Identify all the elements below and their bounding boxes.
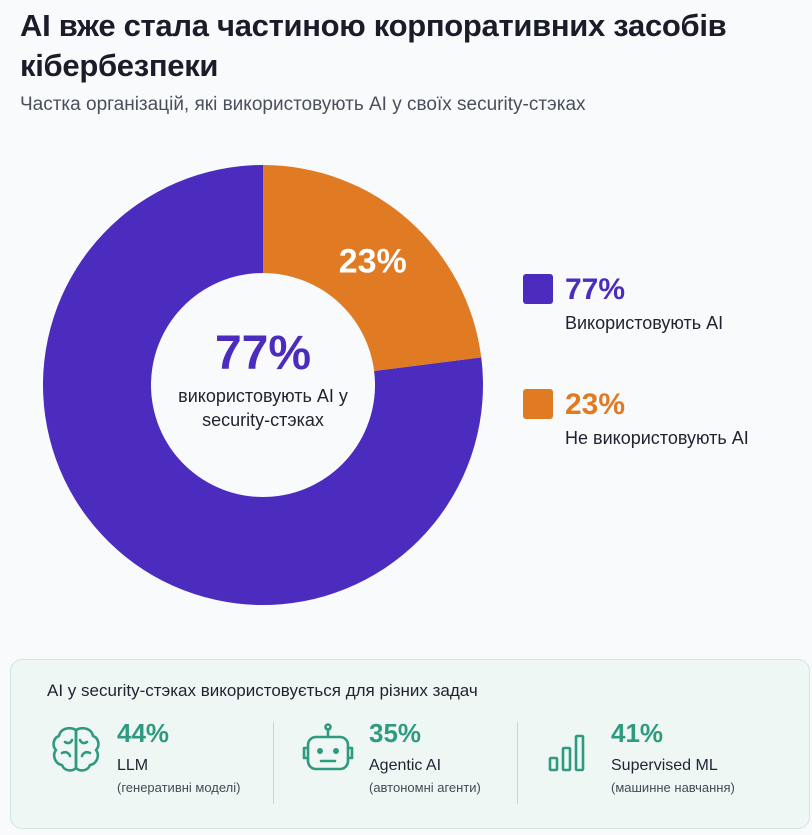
stat-llm-pct: 44% bbox=[117, 718, 170, 748]
stat-ml-name: Supervised ML bbox=[611, 757, 718, 774]
divider bbox=[517, 722, 518, 804]
bar-chart-icon bbox=[548, 734, 585, 772]
legend-label-no-ai: Не використовують AI bbox=[565, 428, 749, 448]
stat-llm-desc: (генеративні моделі) bbox=[117, 780, 241, 795]
use-cases-panel: AI у security-стэках використовується дл… bbox=[10, 659, 810, 829]
brain-icon bbox=[52, 726, 100, 772]
stat-llm-name: LLM bbox=[117, 757, 149, 774]
chart-title: AI вже стала частиною корпоративних засо… bbox=[20, 8, 727, 83]
stat-ml-desc: (машинне навчання) bbox=[611, 780, 735, 795]
stat-ml-pct: 41% bbox=[611, 718, 664, 748]
center-value: 77% bbox=[214, 327, 312, 380]
legend-pct-uses-ai: 77% bbox=[565, 273, 626, 306]
stat-agentic-pct: 35% bbox=[369, 718, 422, 748]
legend-label-uses-ai: Використовують AI bbox=[565, 313, 724, 333]
stat-agentic-name: Agentic AI bbox=[369, 757, 442, 774]
legend-swatch-no-ai bbox=[523, 389, 553, 419]
panel-title: AI у security-стэках використовується дл… bbox=[47, 681, 478, 700]
center-label: використовують AI у security-стэках bbox=[178, 386, 348, 430]
robot-icon bbox=[302, 723, 354, 771]
donut-slice-uses-ai bbox=[42, 165, 483, 605]
divider bbox=[273, 722, 274, 804]
slice-label-no-ai: 23% bbox=[339, 242, 407, 280]
legend-swatch-uses-ai bbox=[523, 274, 553, 304]
chart-subtitle: Частка організацій, які використовують A… bbox=[20, 94, 586, 115]
legend-pct-no-ai: 23% bbox=[565, 388, 626, 421]
stat-agentic-desc: (автономні агенти) bbox=[369, 780, 481, 795]
donut-slice-no-ai bbox=[263, 165, 482, 371]
donut-chart: 23% bbox=[42, 165, 483, 605]
